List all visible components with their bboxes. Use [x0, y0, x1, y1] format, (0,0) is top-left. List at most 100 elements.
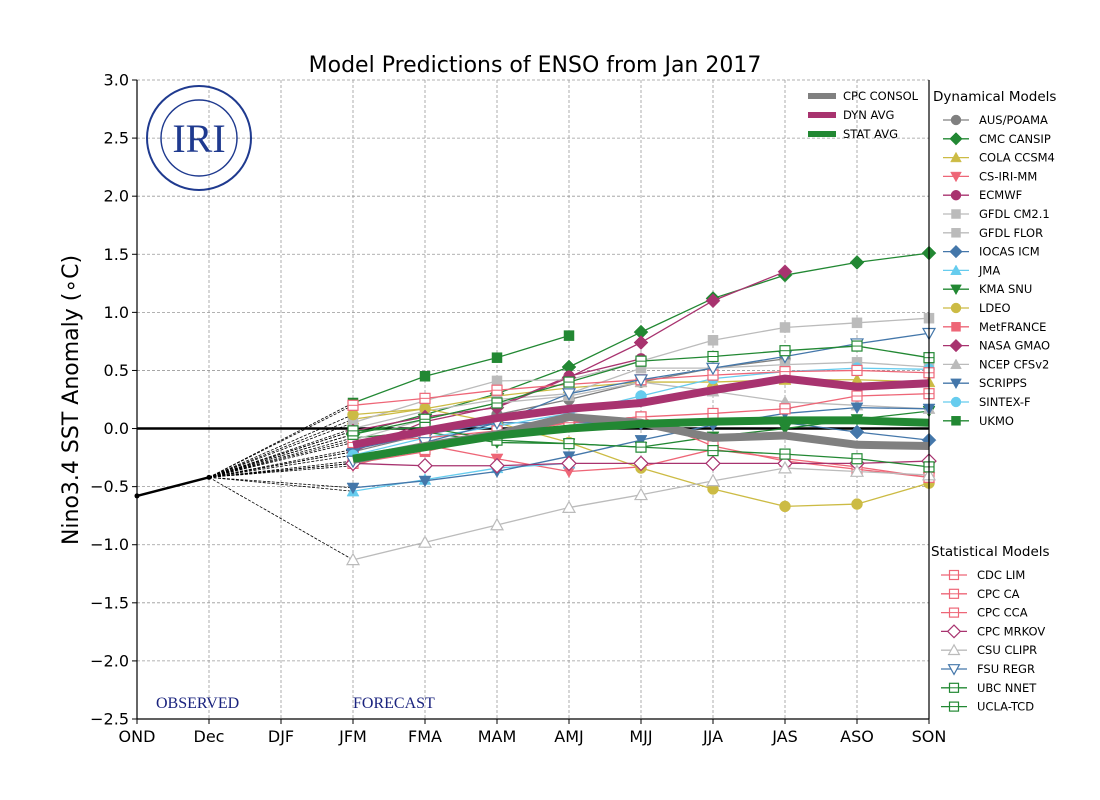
legend-averages: CPC CONSOL DYN AVG STAT AVG	[808, 89, 919, 141]
data-point-gfdl-cm2-1	[779, 322, 791, 333]
connector-line	[208, 476, 354, 492]
legend-label-ubc-nnet: UBC NNET	[977, 681, 1037, 695]
y-axis-label: Nino3.4 SST Anomaly (∘C)	[59, 255, 84, 545]
data-point-scripps	[418, 475, 432, 488]
x-tick-label: MAM	[478, 727, 517, 746]
data-point-gfdl-cm2-1	[707, 334, 719, 346]
logo-text: IRI	[172, 116, 225, 161]
connector-line	[208, 476, 354, 489]
data-point-gfdl-cm2-1	[851, 317, 863, 329]
observed-line	[136, 476, 210, 498]
legend-label-cdc-lim: CDC LIM	[977, 568, 1025, 582]
legend-marker-kma-snu	[950, 284, 962, 296]
avg-line-stat-avg	[352, 416, 930, 463]
data-point-ukmo	[419, 371, 431, 382]
legend-marker-ecmwf	[950, 190, 962, 201]
data-point-scripps	[346, 482, 360, 495]
legend-statistical-models: Statistical Models CDC LIM CPC CA CPC CCA CP…	[931, 544, 1050, 714]
data-point-csu-clipr	[633, 487, 649, 501]
legend-marker-fsu-regr	[947, 664, 961, 676]
y-tick-label: −2.0	[90, 651, 129, 670]
legend-label-cpc-ca: CPC CA	[977, 587, 1020, 601]
x-tick-label: JAS	[771, 727, 798, 746]
x-tick-label: DJF	[268, 727, 294, 746]
legend-label-scripps: SCRIPPS	[979, 376, 1027, 390]
legend-title: Statistical Models	[931, 544, 1050, 560]
legend-marker-cpc-mrkov	[946, 624, 962, 639]
legend-label-jma: JMA	[978, 263, 1000, 277]
x-tick-label: ASO	[840, 727, 874, 746]
data-point-csu-clipr	[417, 535, 433, 548]
legend-label-aus-poama: AUS/POAMA	[979, 113, 1048, 127]
observed-point	[206, 474, 212, 480]
legend-marker-nasa-gmao	[949, 338, 963, 353]
data-point-csu-clipr	[345, 552, 361, 566]
y-tick-label: 1.5	[104, 245, 129, 264]
legend-label-cpc-consol: CPC CONSOL	[843, 89, 919, 103]
legend-label-nasa-gmao: NASA GMAO	[979, 339, 1050, 353]
connector-line	[208, 442, 354, 478]
chart-title: Model Predictions of ENSO from Jan 2017	[309, 53, 762, 78]
data-point-nasa-gmao	[777, 264, 793, 280]
data-point-csu-clipr	[561, 500, 577, 513]
series-line-jma	[352, 462, 570, 492]
legend-marker-iocas-icm	[949, 244, 963, 259]
forecast-label: FORECAST	[353, 695, 435, 712]
x-tick-label: JFM	[338, 727, 367, 746]
connector-line	[208, 460, 354, 478]
legend-label-cola-ccsm4: COLA CCSM4	[979, 151, 1055, 165]
data-point-csu-clipr	[849, 464, 865, 477]
data-point-cmc-cansip	[849, 255, 865, 270]
x-tick-label: OND	[119, 727, 156, 746]
legend-marker-sintex-f	[950, 396, 962, 408]
data-point-gfdl-cm2-1	[491, 375, 503, 387]
data-point-cpc-mrkov	[633, 455, 649, 472]
data-point-fsu-regr	[705, 362, 721, 376]
x-tick-label: FMA	[408, 727, 442, 746]
y-tick-label: 0.5	[104, 361, 129, 380]
data-point-ldeo	[851, 498, 863, 510]
legend-marker-csu-clipr	[947, 643, 961, 656]
legend-label-ecmwf: ECMWF	[979, 188, 1022, 202]
x-tick-label: JJA	[702, 727, 723, 746]
logo-inner-ring	[160, 99, 238, 177]
legend-marker-aus-poama	[950, 114, 962, 126]
axes: 3.0 2.5 2.0 1.5 1.0 0.5 0.0 −0.5 −1.0 −1.5 −2.0 −2.…	[90, 71, 946, 747]
y-tick-label: −0.5	[90, 477, 129, 496]
data-point-ukmo	[491, 352, 503, 363]
legend-marker-gfdl-cm2-1	[951, 209, 961, 219]
y-tick-label: 2.5	[104, 129, 129, 148]
legend-marker-ukmo	[951, 416, 961, 426]
legend-label-gfdl-cm2-1: GFDL CM2.1	[979, 207, 1050, 221]
y-tick-label: −1.0	[90, 535, 129, 554]
observed-label: OBSERVED	[156, 695, 239, 712]
connector-line	[208, 418, 354, 478]
data-point-nasa-gmao	[633, 335, 649, 350]
data-point-cpc-mrkov	[489, 457, 505, 474]
connector-line	[208, 433, 354, 478]
legend-marker-metfrance	[951, 322, 961, 332]
y-tick-label: 1.0	[104, 303, 129, 322]
legend-label-cs-iri-mm: CS-IRI-MM	[979, 169, 1037, 183]
data-point-ldeo	[779, 500, 791, 513]
y-tick-label: 0.0	[104, 419, 129, 438]
series-cpc-mrkov	[345, 453, 937, 474]
data-point-scripps	[634, 435, 648, 447]
connector-line	[208, 476, 354, 561]
legend-label-cpc-cca: CPC CCA	[977, 606, 1028, 620]
avg-line-dyn-avg	[352, 374, 930, 449]
legend-marker-jma	[950, 264, 962, 275]
data-point-fsu-regr	[561, 388, 577, 401]
legend-label-iocas-icm: IOCAS ICM	[979, 245, 1040, 259]
legend-label-sintex-f: SINTEX-F	[979, 395, 1031, 409]
data-point-fsu-regr	[633, 374, 649, 387]
connector-line	[208, 454, 354, 478]
data-point-csu-clipr	[489, 517, 505, 531]
connector-line	[208, 430, 354, 478]
data-point-scripps	[850, 402, 864, 415]
legend-marker-cs-iri-mm	[950, 171, 962, 183]
y-tick-label: 2.0	[104, 187, 129, 206]
legend-marker-scripps	[950, 378, 962, 390]
data-point-cpc-mrkov	[705, 455, 721, 472]
